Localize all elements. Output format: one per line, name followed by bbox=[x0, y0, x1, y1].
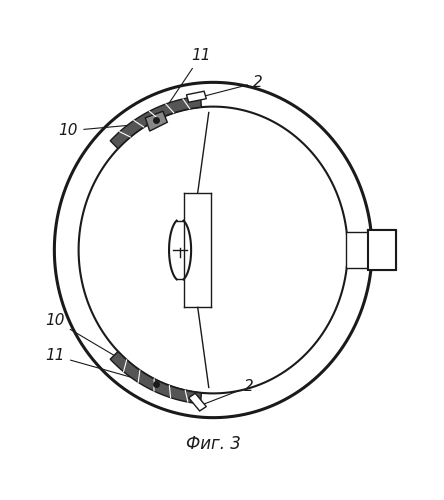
Text: 10: 10 bbox=[59, 124, 147, 138]
Polygon shape bbox=[110, 96, 202, 148]
Polygon shape bbox=[145, 111, 167, 131]
Text: 11: 11 bbox=[46, 348, 154, 384]
Polygon shape bbox=[186, 91, 206, 102]
Polygon shape bbox=[110, 352, 202, 404]
Text: 2: 2 bbox=[200, 74, 263, 97]
Text: 11: 11 bbox=[162, 48, 210, 114]
Polygon shape bbox=[368, 230, 396, 270]
Text: 10: 10 bbox=[46, 313, 147, 375]
Text: Фиг. 3: Фиг. 3 bbox=[186, 435, 241, 453]
Text: 2: 2 bbox=[200, 379, 254, 406]
Polygon shape bbox=[189, 394, 206, 411]
Polygon shape bbox=[345, 232, 379, 268]
